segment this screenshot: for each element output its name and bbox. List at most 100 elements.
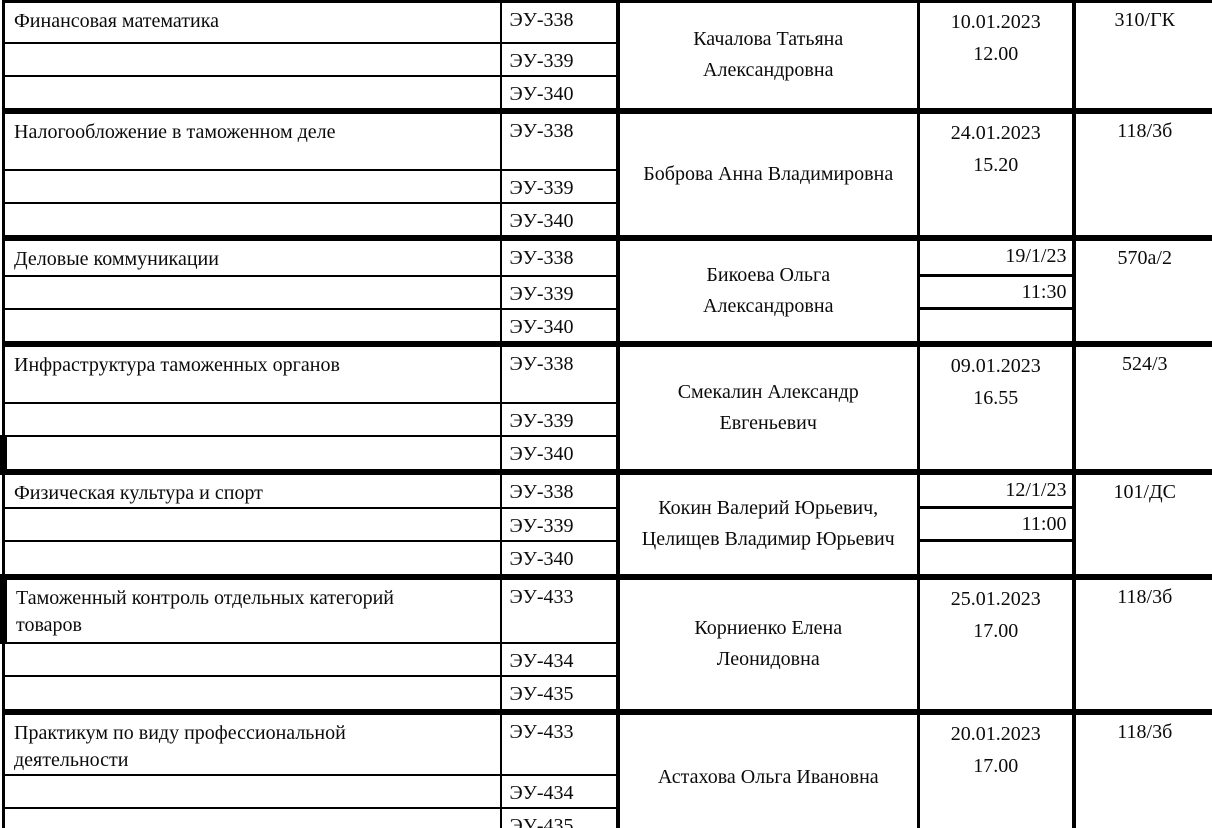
subject-cell-empty xyxy=(2,539,502,578)
teacher-cell: Боброва Анна Владимировна xyxy=(615,107,920,239)
group-cell: ЭУ-339 xyxy=(499,41,619,77)
date-cell-empty xyxy=(917,539,1075,578)
group-cell: ЭУ-339 xyxy=(499,401,619,437)
subject-cell-empty xyxy=(2,307,502,345)
date-cell: 25.01.2023 17.00 xyxy=(917,573,1075,713)
table-row: Налогообложение в таможенном деле ЭУ-338… xyxy=(2,107,1212,239)
group-cell: ЭУ-340 xyxy=(499,201,619,239)
room-cell: 310/ГК xyxy=(1071,0,1212,112)
group-cell: ЭУ-434 xyxy=(499,773,619,809)
table-row: ЭУ-435 xyxy=(2,806,1212,828)
subject-cell-empty xyxy=(2,806,502,828)
table-row: Практикум по виду профессиональной деяте… xyxy=(2,708,1212,828)
room-cell: 101/ДС xyxy=(1071,468,1212,578)
group-cell: ЭУ-340 xyxy=(499,307,619,345)
subject-cell: Налогообложение в таможенном деле xyxy=(2,107,502,171)
subject-cell-empty xyxy=(2,773,502,809)
exam-time: 12.00 xyxy=(973,43,1019,65)
group-cell: ЭУ-339 xyxy=(499,168,619,204)
subject-cell: Практикум по виду профессиональной деяте… xyxy=(2,708,502,776)
subject-cell: Финансовая математика xyxy=(2,0,502,44)
group-cell: ЭУ-340 xyxy=(499,539,619,578)
table-row: ЭУ-435 xyxy=(2,674,1212,713)
group-cell: ЭУ-339 xyxy=(499,506,619,542)
group-cell: ЭУ-338 xyxy=(499,234,619,277)
table-row: Финансовая математика ЭУ-338 Качалова Та… xyxy=(2,0,1212,112)
teacher-cell: Корниенко Елена Леонидовна xyxy=(615,573,920,713)
date-cell: 19/1/23 xyxy=(917,234,1075,277)
group-cell: ЭУ-338 xyxy=(499,340,619,404)
table-row: Инфраструктура таможенных органов ЭУ-338… xyxy=(2,340,1212,473)
subject-cell: Инфраструктура таможенных органов xyxy=(2,340,502,404)
group-cell: ЭУ-338 xyxy=(499,468,619,509)
room-cell: 524/3 xyxy=(1071,340,1212,473)
exam-time: 16.55 xyxy=(973,386,1019,409)
exam-date: 09.01.2023 xyxy=(950,354,1041,377)
teacher-cell: Смекалин Александр Евгеньевич xyxy=(615,340,920,473)
subject-cell-empty xyxy=(2,74,502,112)
table-row: ЭУ-434 xyxy=(2,773,1212,809)
table-row: ЭУ-434 xyxy=(2,641,1212,677)
date-cell: 12/1/23 xyxy=(917,468,1075,509)
group-cell: ЭУ-433 xyxy=(499,708,619,776)
room-cell: 118/3б xyxy=(1071,573,1212,713)
group-cell: ЭУ-435 xyxy=(499,674,619,713)
subject-cell-empty xyxy=(2,274,502,310)
group-cell: ЭУ-338 xyxy=(499,107,619,171)
date-cell-empty xyxy=(917,307,1075,345)
room-cell: 118/3б xyxy=(1071,708,1212,828)
group-cell: ЭУ-340 xyxy=(499,434,619,473)
group-cell: ЭУ-340 xyxy=(499,74,619,112)
teacher-cell: Кокин Валерий Юрьевич, Целищев Владимир … xyxy=(615,468,920,578)
subject-cell-empty xyxy=(2,168,502,204)
subject-cell-empty xyxy=(2,641,502,677)
time-cell: 11:30 xyxy=(917,274,1075,310)
exam-date: 24.01.2023 xyxy=(950,121,1041,144)
exam-time: 17.00 xyxy=(973,754,1019,777)
subject-cell-empty xyxy=(0,434,502,473)
group-cell: ЭУ-433 xyxy=(499,573,619,644)
date-cell: 10.01.2023 12.00 xyxy=(917,0,1075,112)
table-row: Физическая культура и спорт ЭУ-338 Кокин… xyxy=(2,468,1212,578)
teacher-cell: Астахова Ольга Ивановна xyxy=(615,708,920,828)
subject-cell: Физическая культура и спорт xyxy=(2,468,502,509)
table-row: ЭУ-340 xyxy=(0,434,1212,473)
table-row: ЭУ-339 11:30 xyxy=(2,274,1212,310)
exam-date: 20.01.2023 xyxy=(950,722,1041,745)
table-row: ЭУ-339 11:00 xyxy=(2,506,1212,542)
exam-date: 25.01.2023 xyxy=(950,587,1041,610)
date-cell: 24.01.2023 15.20 xyxy=(917,107,1075,239)
subject-cell: Таможенный контроль отдельных категорий … xyxy=(0,573,502,644)
table-row: Деловые коммуникации ЭУ-338 Бикоева Ольг… xyxy=(2,234,1212,345)
table-row: ЭУ-340 xyxy=(2,74,1212,112)
exam-time: 15.20 xyxy=(973,153,1019,176)
teacher-cell: Бикоева Ольга Александровна xyxy=(615,234,920,345)
room-cell: 118/3б xyxy=(1071,107,1212,239)
date-cell: 09.01.2023 16.55 xyxy=(917,340,1075,473)
subject-cell-empty xyxy=(2,41,502,77)
teacher-cell: Качалова Татьяна Александровна xyxy=(615,0,920,112)
subject-cell-empty xyxy=(2,401,502,437)
group-cell: ЭУ-338 xyxy=(499,0,619,44)
exam-date: 10.01.2023 xyxy=(950,11,1041,33)
table-row: ЭУ-339 xyxy=(2,41,1212,77)
table-row: ЭУ-339 xyxy=(2,168,1212,204)
group-cell: ЭУ-434 xyxy=(499,641,619,677)
group-cell: ЭУ-435 xyxy=(499,806,619,828)
time-cell: 11:00 xyxy=(917,506,1075,542)
room-cell: 570а/2 xyxy=(1071,234,1212,345)
group-cell: ЭУ-339 xyxy=(499,274,619,310)
table-row: ЭУ-340 xyxy=(2,539,1212,578)
subject-cell: Деловые коммуникации xyxy=(2,234,502,277)
date-cell: 20.01.2023 17.00 xyxy=(917,708,1075,828)
subject-cell-empty xyxy=(2,674,502,713)
subject-cell-empty xyxy=(2,201,502,239)
subject-cell-empty xyxy=(2,506,502,542)
table-row: ЭУ-340 xyxy=(2,307,1212,345)
exam-time: 17.00 xyxy=(973,619,1019,642)
table-row: Таможенный контроль отдельных категорий … xyxy=(0,573,1212,713)
table-row: ЭУ-339 xyxy=(2,401,1212,437)
table-row: ЭУ-340 xyxy=(2,201,1212,239)
